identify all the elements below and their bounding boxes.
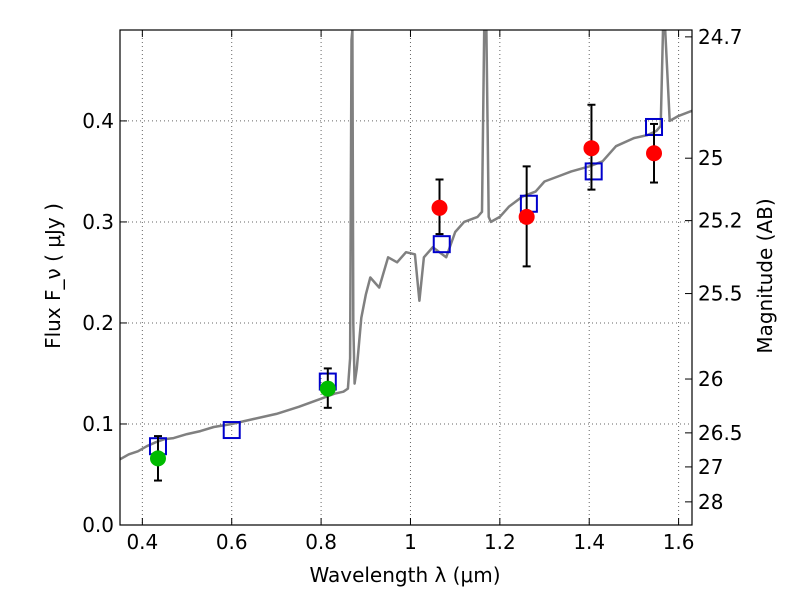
grid-lines bbox=[120, 30, 692, 525]
right-tick-label: 27 bbox=[698, 455, 723, 479]
right-axis-ticks: 24.7 25 25.2 25.5 26 26.5 27 28 bbox=[685, 25, 743, 514]
right-tick-label: 25 bbox=[698, 146, 723, 170]
sed-model-line bbox=[120, 30, 692, 461]
y-tick-label: 0.0 bbox=[82, 513, 114, 537]
right-axis-label: Magnitude (AB) bbox=[753, 198, 777, 353]
sed-model-layer bbox=[120, 30, 692, 461]
photometry-layer bbox=[148, 103, 664, 482]
y-tick-label: 0.3 bbox=[82, 210, 114, 234]
x-tick-label: 0.8 bbox=[305, 530, 337, 554]
right-tick-label: 26.5 bbox=[698, 421, 743, 445]
plot-frame bbox=[119, 29, 693, 526]
model-photometry-square bbox=[222, 421, 241, 440]
y-tick-label: 0.1 bbox=[82, 412, 114, 436]
right-tick-label: 26 bbox=[698, 367, 723, 391]
right-tick-label: 28 bbox=[698, 490, 723, 514]
right-tick-label: 24.7 bbox=[698, 25, 743, 49]
x-tick-label: 1.6 bbox=[663, 530, 695, 554]
model-photometry-square bbox=[584, 162, 603, 181]
observed-flux-point bbox=[583, 140, 600, 157]
right-tick-label: 25.2 bbox=[698, 209, 743, 233]
observed-flux-point bbox=[319, 380, 336, 397]
x-tick-label: 0.4 bbox=[126, 530, 158, 554]
observed-flux-point bbox=[431, 199, 448, 216]
model-photometry-square bbox=[432, 235, 451, 254]
x-tick-label: 1.2 bbox=[484, 530, 516, 554]
x-axis-ticks: 0.4 0.6 0.8 1 1.2 1.4 1.6 bbox=[126, 30, 695, 554]
y-tick-label: 0.2 bbox=[82, 311, 114, 335]
y-axis-label: Flux F_ν ( μJy ) bbox=[41, 203, 65, 349]
observed-flux-point bbox=[518, 208, 535, 225]
x-axis-label: Wavelength λ (μm) bbox=[309, 563, 500, 587]
plot-border bbox=[119, 29, 693, 526]
x-tick-label: 1.4 bbox=[573, 530, 605, 554]
observed-flux-point bbox=[646, 145, 663, 162]
x-tick-label: 0.6 bbox=[216, 530, 248, 554]
observed-flux-point bbox=[149, 450, 166, 467]
right-tick-label: 25.5 bbox=[698, 282, 743, 306]
y-tick-label: 0.4 bbox=[82, 109, 114, 133]
x-tick-label: 1 bbox=[404, 530, 417, 554]
y-axis-ticks: 0.0 0.1 0.2 0.3 0.4 bbox=[82, 109, 127, 537]
